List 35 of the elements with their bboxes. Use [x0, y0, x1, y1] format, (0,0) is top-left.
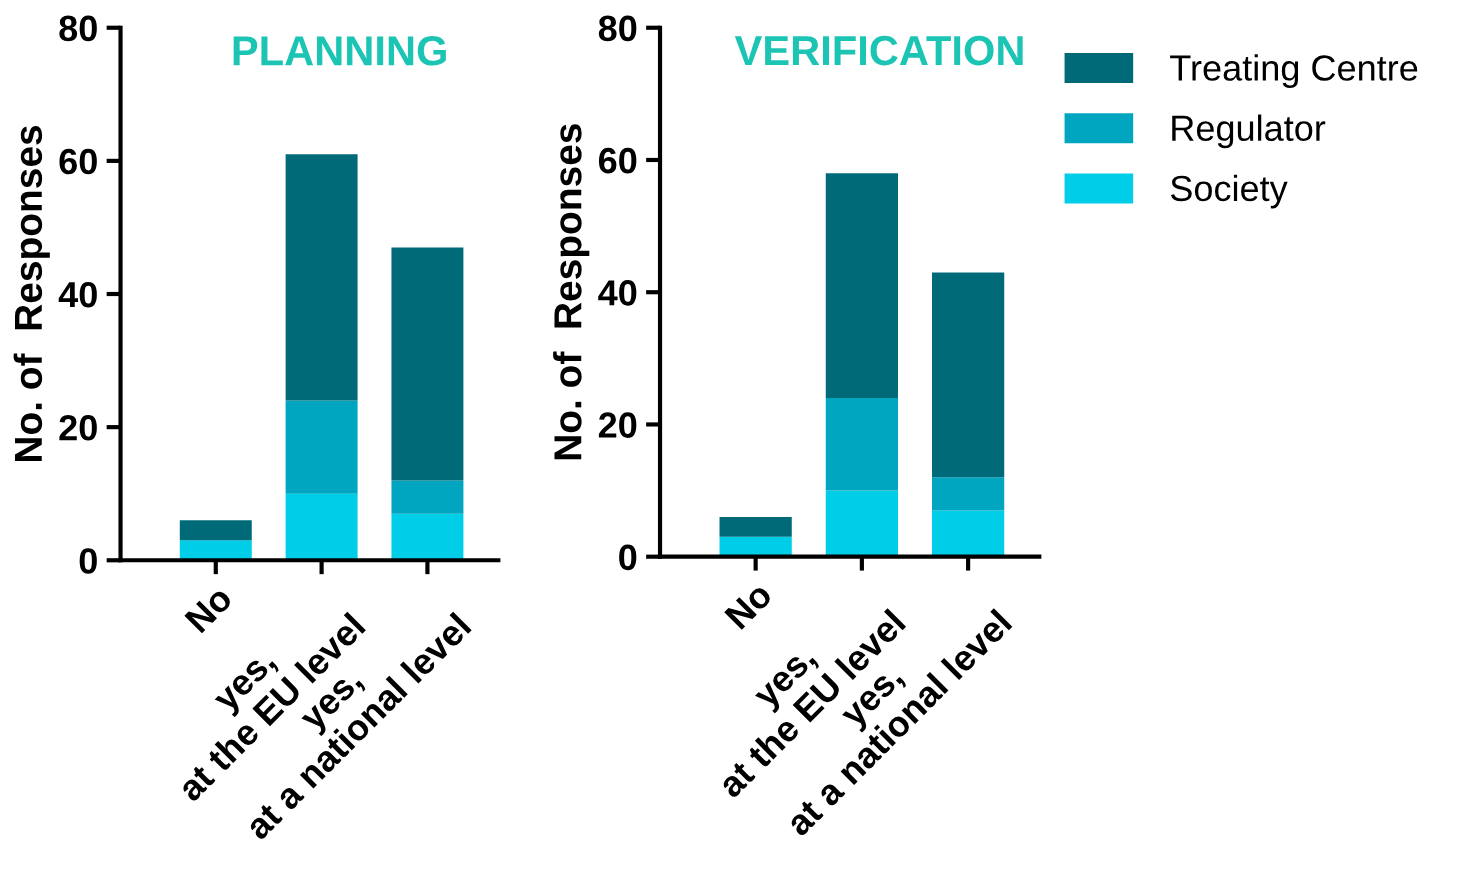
y-tick-label: 80 — [59, 15, 97, 42]
bar — [285, 493, 358, 561]
y-tick-label: 80 — [598, 15, 637, 42]
y-tick-label: 0 — [79, 548, 97, 574]
bar — [931, 510, 1005, 557]
legend-label: Society — [1170, 174, 1288, 209]
bar — [285, 400, 358, 494]
y-tick-label: 60 — [59, 148, 97, 175]
bar — [719, 517, 792, 537]
bar — [825, 398, 898, 491]
y-tick-label: 0 — [619, 544, 637, 571]
x-tick-label: No — [184, 584, 234, 634]
bar — [391, 480, 464, 514]
y-axis-title: No. of Responses — [553, 124, 590, 460]
y-tick-label: 40 — [598, 280, 637, 306]
bar — [825, 490, 898, 557]
x-tick-label: No — [724, 580, 774, 630]
legend-label: Regulator — [1172, 114, 1326, 149]
y-tick-label: 20 — [59, 415, 97, 441]
bar — [391, 247, 464, 481]
bar — [719, 536, 792, 557]
bar — [391, 513, 464, 561]
legend-label: Treating Centre — [1170, 54, 1418, 88]
y-tick-label: 40 — [58, 281, 97, 308]
bar — [931, 272, 1005, 478]
bar — [179, 540, 252, 561]
bar — [931, 477, 1005, 511]
bar — [825, 173, 898, 399]
bar — [285, 154, 358, 401]
y-tick-label: 20 — [598, 412, 637, 438]
chart-title: VERIFICATION — [734, 35, 1023, 66]
y-axis-title: No. of Responses — [13, 125, 50, 462]
y-tick-label: 60 — [598, 147, 637, 174]
chart-title: PLANNING — [233, 36, 446, 66]
bar — [179, 520, 252, 541]
